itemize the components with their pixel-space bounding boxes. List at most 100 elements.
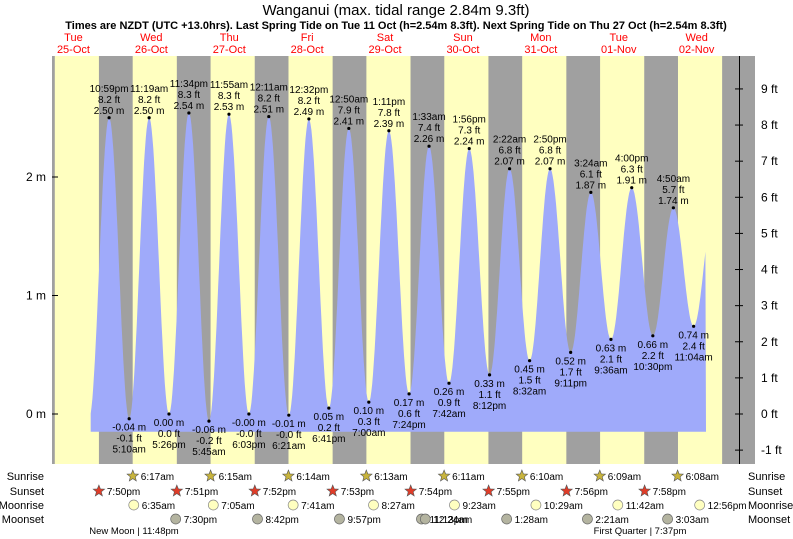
row-label-right: Sunset (748, 486, 782, 498)
tide-time: 8:12pm (473, 401, 506, 412)
tide-ft: 7.4 ft (418, 123, 440, 134)
row-label-right: Sunrise (748, 471, 785, 483)
tide-m: 2.07 m (494, 157, 525, 168)
moonset-icon (662, 513, 673, 525)
row-label-left: Moonrise (0, 500, 44, 512)
tide-ft: 7.3 ft (458, 126, 480, 137)
right-tick-label: 6 ft (761, 190, 778, 204)
moon-phase-new: New Moon | 11:48pm (89, 526, 179, 537)
tide-point (507, 167, 512, 171)
tide-time: 11:55am (210, 80, 248, 91)
tide-point (367, 400, 371, 404)
tide-point (569, 350, 573, 354)
moonrise-time: 10:29am (544, 501, 583, 512)
right-tick-label: 8 ft (761, 118, 778, 132)
tide-m: -0.00 m (232, 418, 266, 429)
sunset-icon (170, 484, 184, 497)
tide-time: 10:30pm (633, 362, 672, 373)
tide-m: 1.74 m (658, 196, 689, 207)
right-tick-label: 9 ft (761, 82, 778, 96)
moonset-time: 2:21am (595, 515, 628, 526)
right-tick-label: 0 ft (761, 407, 778, 421)
tide-time: 5:26pm (152, 440, 185, 451)
sunset-icon (482, 484, 496, 497)
sunset-icon (92, 484, 106, 497)
tide-ft: 2.1 ft (600, 354, 622, 365)
tide-point (347, 126, 351, 131)
right-tick-label: 4 ft (761, 263, 778, 277)
tide-point (107, 116, 111, 120)
axes: 2 m 1 m 0 m 9 ft 8 ft 7 ft 6 ft 5 ft 4 ft 3 ft 2 … (26, 56, 782, 464)
day-headers: Tue25-OctWed26-OctThu27-OctFri28-OctSat2… (57, 32, 715, 56)
right-tick-label: -1 ft (761, 443, 782, 457)
tide-m: 0.52 m (555, 356, 586, 367)
moonrise-icon (449, 499, 460, 511)
sunset-icon (248, 484, 262, 497)
sunset-time: 7:53pm (341, 487, 374, 498)
tide-time: 2:22am (493, 135, 526, 146)
tide-time: 8:32am (513, 387, 546, 398)
tide-m: 0.74 m (678, 330, 709, 341)
tide-ft: 5.7 ft (662, 185, 684, 196)
tide-time: 4:00pm (615, 154, 648, 165)
tide-ft: 6.3 ft (621, 165, 643, 176)
moonrise-icon (128, 499, 140, 511)
moonrise-time: 8:27am (382, 501, 415, 512)
row-label-right: Moonrise (748, 500, 793, 512)
tide-point (147, 116, 151, 120)
tide-point (589, 190, 593, 195)
moonrise-time: 12:56pm (708, 501, 747, 512)
moonset-icon (582, 513, 593, 525)
tide-point (487, 373, 492, 377)
day-name: Sat (377, 32, 394, 44)
moonset-time: 7:30pm (184, 515, 217, 526)
tide-point (609, 337, 613, 341)
tide-time: 12:32pm (289, 85, 328, 96)
tide-time: 6:21am (272, 441, 305, 452)
moonrise-time: 9:23am (462, 501, 495, 512)
tide-m: 2.54 m (174, 101, 205, 112)
day-name: Tue (64, 32, 83, 44)
day-name: Mon (530, 32, 551, 44)
tide-time: 6:03pm (232, 440, 265, 451)
sunrise-time: 6:10am (530, 472, 563, 483)
row-label-left: Moonset (2, 514, 44, 526)
tide-ft: 0.9 ft (438, 398, 460, 409)
tide-ft: 6.8 ft (498, 146, 520, 157)
tide-point (447, 381, 451, 385)
moon-phase-first-quarter: First Quarter | 7:37pm (594, 526, 687, 537)
tide-ft: 6.1 ft (580, 169, 602, 180)
sunset-time: 7:52pm (263, 487, 296, 498)
sunset-icon (326, 484, 340, 497)
sunset-time: 7:58pm (653, 487, 686, 498)
tide-ft: 8.2 ft (298, 96, 320, 107)
tide-ft: 7.8 ft (378, 108, 400, 119)
right-tick-label: 5 ft (761, 226, 778, 240)
row-label-left: Sunset (10, 486, 44, 498)
moonrise-icon (530, 499, 542, 511)
day-date: 30-Oct (446, 44, 479, 56)
tide-m: -0.01 m (272, 419, 306, 430)
tide-m: -0.06 m (192, 425, 226, 436)
tide-ft: 2.4 ft (682, 341, 704, 352)
moonset-time: 9:57pm (347, 515, 380, 526)
tide-point (548, 167, 552, 171)
tide-m: 0.17 m (394, 398, 425, 409)
tide-ft: -0.2 ft (196, 436, 222, 447)
tide-ft: 0.6 ft (398, 409, 420, 420)
sun-moon-table: Sunrise Sunrise Sunset Sunset Moonrise Moonri… (0, 469, 793, 537)
sunrise-time: 6:14am (296, 472, 329, 483)
tide-time: 11:04am (675, 352, 713, 363)
tide-m: 2.41 m (334, 116, 365, 127)
tide-point (247, 412, 251, 416)
moonset-time: 8:42pm (265, 515, 298, 526)
moonset-icon (334, 513, 345, 525)
tide-time: 9:11pm (554, 378, 587, 389)
right-tick-label: 1 ft (761, 371, 778, 385)
tide-point (527, 359, 532, 363)
right-axis: 9 ft 8 ft 7 ft 6 ft 5 ft 4 ft 3 ft 2 ft 1 ft 0 ft… (735, 56, 782, 464)
tide-point (651, 334, 655, 338)
moonset-icon (419, 513, 431, 525)
